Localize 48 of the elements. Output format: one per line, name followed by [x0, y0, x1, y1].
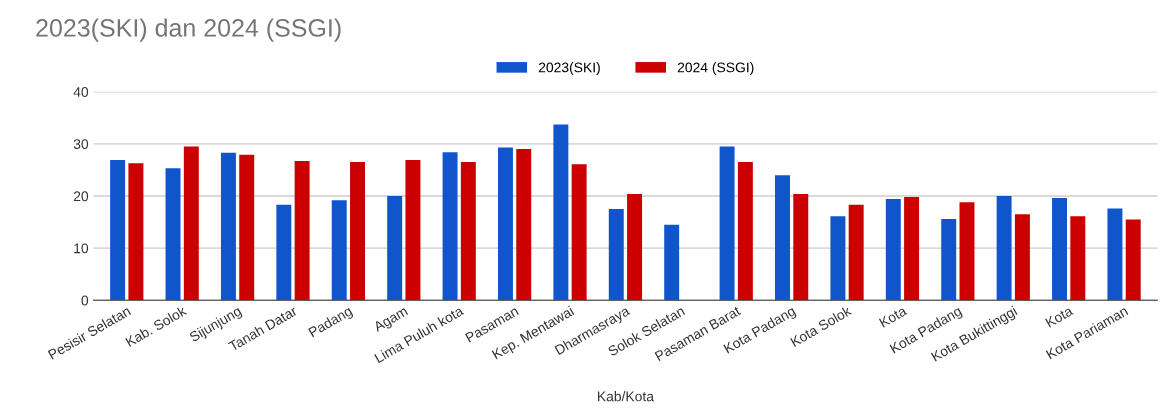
- bar: [848, 204, 864, 301]
- chart-title: 2023(SKI) dan 2024 (SSGI): [36, 18, 341, 42]
- bar: [775, 175, 790, 301]
- y-tick-label: 30: [73, 139, 89, 150]
- bar: [608, 209, 624, 301]
- bar: [350, 162, 366, 301]
- bar: [387, 195, 403, 301]
- bar: [183, 146, 199, 301]
- bar: [996, 195, 1012, 301]
- bar: [516, 149, 532, 301]
- bar: [941, 218, 957, 301]
- bar: [1070, 216, 1086, 301]
- y-tick-label: 40: [73, 87, 89, 97]
- bar: [405, 160, 421, 301]
- bar: [719, 146, 735, 301]
- x-axis-title: Kab/Kota: [597, 391, 654, 402]
- bar: [276, 204, 292, 301]
- bar: [220, 152, 236, 301]
- bar: [737, 162, 753, 301]
- bar: [904, 197, 920, 301]
- bar: [627, 193, 643, 301]
- bar: [294, 161, 310, 301]
- bar: [497, 147, 513, 301]
- y-tick-label: 0: [81, 295, 89, 306]
- bar: [239, 154, 255, 301]
- x-tick-label: Kota: [1045, 305, 1074, 328]
- bar: [959, 202, 975, 301]
- bar: [571, 164, 587, 301]
- bar: [128, 163, 144, 301]
- legend-label: 2023(SKI): [538, 62, 600, 76]
- legend-label: 2024 (SSGI): [677, 62, 754, 76]
- bar: [1125, 219, 1141, 301]
- bar: [1107, 208, 1123, 301]
- bar: [664, 224, 680, 301]
- y-tick-label: 10: [74, 243, 89, 254]
- bar: [1052, 198, 1067, 301]
- bar: [442, 152, 458, 301]
- bar: [885, 199, 901, 301]
- y-tick-label: 20: [73, 191, 89, 202]
- bar: [460, 162, 476, 301]
- bar: [1014, 214, 1030, 301]
- x-tick-label: Kota: [878, 305, 908, 328]
- bar: [553, 124, 569, 301]
- bar: [165, 168, 181, 301]
- bar: [331, 200, 347, 301]
- bar: [830, 216, 846, 301]
- bar: [793, 193, 809, 301]
- bar: [110, 160, 126, 301]
